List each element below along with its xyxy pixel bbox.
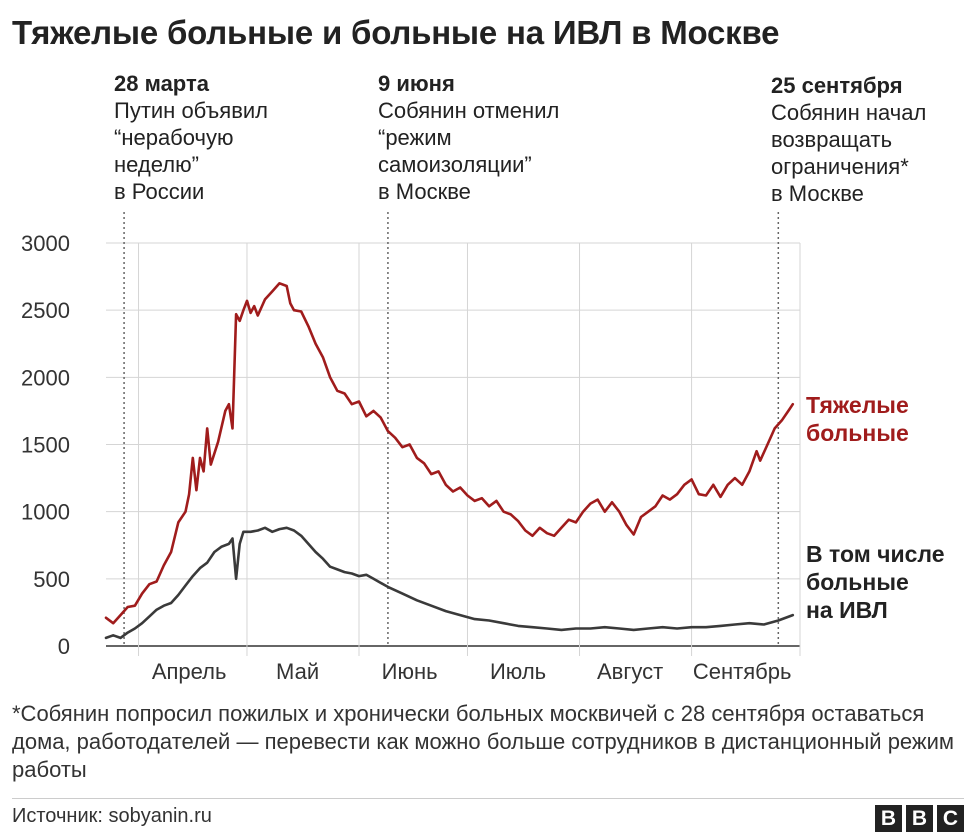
series-line-ventilation xyxy=(104,526,795,640)
logo-letter: C xyxy=(937,805,964,832)
grid-lines xyxy=(106,242,801,656)
annotation-date: 9 июня xyxy=(378,71,455,96)
y-tick-label: 3000 xyxy=(21,231,70,256)
y-axis-tick-labels: 0 500 1000 1500 2000 2500 3000 xyxy=(21,231,70,659)
annotation-text: Путин объявил “нерабочую неделю” в Росси… xyxy=(114,98,269,204)
annotation-june-9: 9 июня Собянин отменил “режим самоизоляц… xyxy=(378,70,559,205)
series-label-severe: Тяжелые больные xyxy=(806,391,909,447)
y-tick-label: 0 xyxy=(58,634,70,659)
series-label-line: больные xyxy=(806,569,909,595)
series-label-line: Тяжелые xyxy=(806,392,909,418)
footer-divider xyxy=(12,798,964,799)
logo-letter: B xyxy=(875,805,902,832)
y-tick-label: 2000 xyxy=(21,365,70,390)
series-label-line: В том числе xyxy=(806,541,945,567)
series-label-line: на ИВЛ xyxy=(806,597,888,623)
source-text: Источник: sobyanin.ru xyxy=(12,805,212,827)
annotation-date: 25 сентября xyxy=(771,73,903,98)
x-tick-label: Июль xyxy=(490,659,546,684)
x-tick-label: Август xyxy=(597,659,663,684)
annotation-march-28: 28 марта Путин объявил “нерабочую неделю… xyxy=(114,70,268,205)
series-line-severe xyxy=(104,282,795,625)
series-lines xyxy=(104,282,795,640)
x-tick-label: Сентябрь xyxy=(693,659,792,684)
annotation-text: Собянин отменил “режим самоизоляции” в М… xyxy=(378,98,560,204)
x-tick-label: Май xyxy=(276,659,319,684)
annotation-september-25: 25 сентября Собянин начал возвращать огр… xyxy=(771,72,926,207)
bbc-logo: B B C xyxy=(875,805,964,832)
x-tick-label: Июнь xyxy=(382,659,438,684)
annotation-text: Собянин начал возвращать ограничения* в … xyxy=(771,100,927,206)
y-tick-label: 500 xyxy=(33,567,70,592)
footnote: *Собянин попросил пожилых и хронически б… xyxy=(12,701,955,782)
line-chart: 0 500 1000 1500 2000 2500 3000 Апрель Май Июнь Ию… xyxy=(21,212,801,684)
logo-letter: B xyxy=(906,805,933,832)
series-label-ventilation: В том числе больные на ИВЛ xyxy=(806,540,945,624)
x-axis-month-labels: Апрель Май Июнь Июль Август Сентябрь xyxy=(152,659,792,684)
series-label-line: больные xyxy=(806,420,909,446)
chart-title: Тяжелые больные и больные на ИВЛ в Москв… xyxy=(12,14,780,51)
y-tick-label: 2500 xyxy=(21,298,70,323)
annotation-date: 28 марта xyxy=(114,71,209,96)
y-tick-label: 1000 xyxy=(21,500,70,525)
y-tick-label: 1500 xyxy=(21,433,70,458)
x-tick-label: Апрель xyxy=(152,659,227,684)
